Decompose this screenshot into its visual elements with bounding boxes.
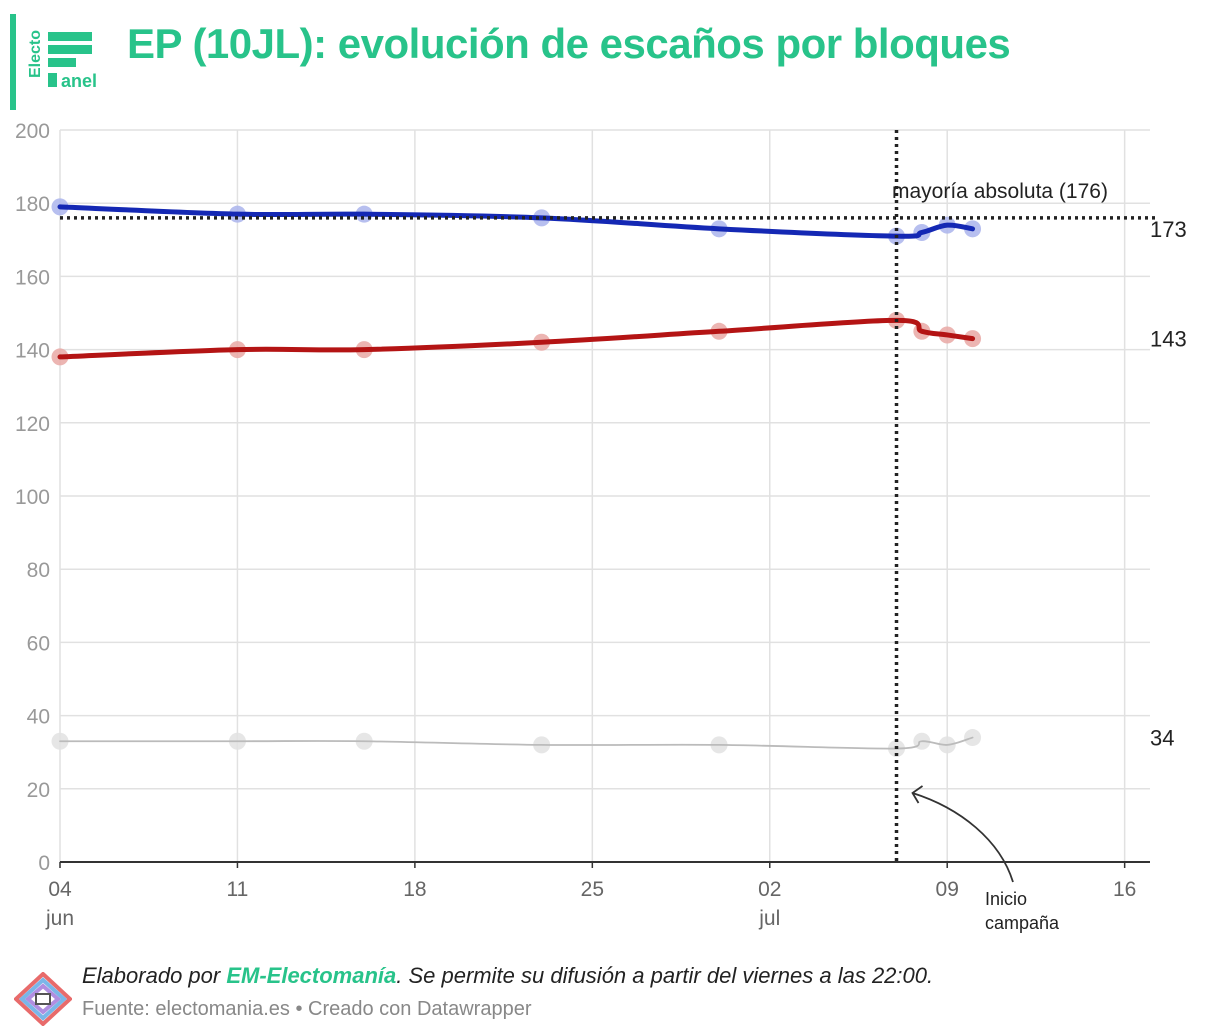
x-tick-label: 16 — [1113, 878, 1136, 901]
x-tick-sublabel: jul — [758, 907, 780, 930]
y-tick-label: 160 — [15, 266, 50, 289]
credit-line: Elaborado por EM-Electomanía. Se permite… — [82, 963, 933, 989]
x-tick-label: 09 — [936, 878, 959, 901]
line-chart: 0 20 40 60 80 100 120 140 160 180 200 04 jun 11 18 25 02… — [15, 120, 1187, 933]
series-line — [57, 317, 976, 360]
series-end-label: 143 — [1150, 327, 1187, 352]
series-line — [59, 736, 974, 750]
source-line: Fuente: electomania.es • Creado con Data… — [82, 998, 532, 1020]
credit-brand: EM-Electomanía — [226, 963, 397, 988]
y-tick-label: 200 — [15, 120, 50, 143]
annotation-text: Inicio — [985, 889, 1027, 909]
accent-bar — [10, 14, 16, 110]
logo-text-bottom: anel — [61, 71, 97, 91]
majority-label: mayoría absoluta (176) — [892, 180, 1108, 203]
electopanel-logo: Electo anel — [27, 30, 97, 91]
annotation-arrowhead — [911, 785, 924, 804]
chart-title: EP (10JL): evolución de escaños por bloq… — [127, 20, 1011, 67]
annotation-arrow — [912, 792, 1014, 883]
series-end-label: 173 — [1150, 217, 1187, 242]
logo-text-top: Electo — [27, 30, 44, 78]
series-line — [57, 204, 976, 239]
y-tick-label: 60 — [27, 632, 50, 655]
annotation-text: campaña — [985, 913, 1060, 933]
electomania-logo — [14, 972, 72, 1026]
x-tick-label: 04 — [48, 878, 72, 901]
y-tick-label: 100 — [15, 486, 50, 509]
y-tick-label: 180 — [15, 193, 50, 216]
x-tick-label: 02 — [758, 878, 781, 901]
credit-suffix: . Se permite su difusión a partir del vi… — [396, 963, 934, 988]
series-end-label: 34 — [1150, 726, 1174, 751]
y-tick-label: 20 — [27, 779, 50, 802]
y-tick-label: 0 — [38, 852, 50, 875]
credit-prefix: Elaborado por — [82, 963, 227, 988]
x-tick-label: 18 — [403, 878, 426, 901]
y-tick-label: 80 — [27, 559, 50, 582]
y-tick-label: 140 — [15, 340, 50, 363]
x-tick-sublabel: jun — [45, 907, 74, 930]
x-tick-label: 25 — [581, 878, 604, 901]
y-tick-label: 120 — [15, 413, 50, 436]
x-tick-label: 11 — [227, 878, 249, 901]
y-tick-label: 40 — [27, 706, 50, 729]
